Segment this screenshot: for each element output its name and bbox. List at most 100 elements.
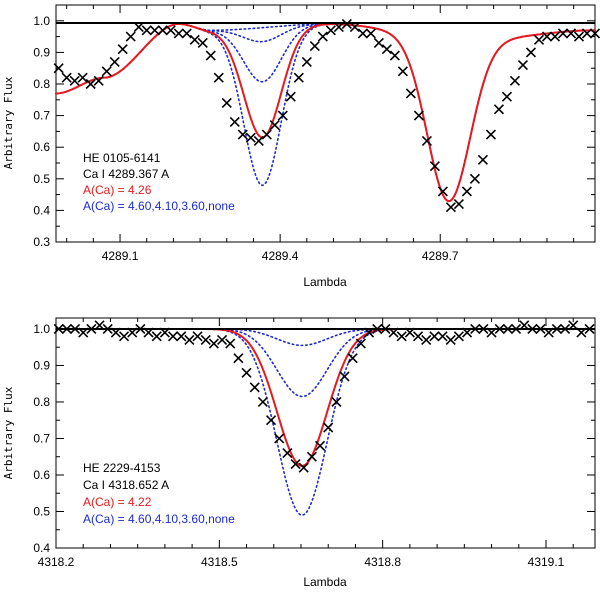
observed-point <box>118 331 130 342</box>
y-tick-label: 0.4 <box>33 541 50 555</box>
observed-point <box>149 25 160 36</box>
y-tick-label: 0.9 <box>33 358 50 372</box>
observed-point <box>469 173 480 184</box>
observed-point <box>429 161 440 172</box>
panel-1-chart: 0.30.40.50.60.70.80.91.0 4289.1 4289.4 428… <box>2 4 600 289</box>
observed-point <box>277 110 288 121</box>
observed-point <box>269 120 280 131</box>
observed-point <box>167 331 179 342</box>
observed-point <box>309 41 320 52</box>
y-tick-label: 0.7 <box>33 109 50 123</box>
observed-point <box>477 154 488 165</box>
observed-point <box>325 25 336 36</box>
legend-best-fit: A(Ca) = 4.22 <box>83 495 152 509</box>
best-fit-synthesis-line <box>56 327 595 467</box>
best-fit-synthesis-line <box>56 327 595 467</box>
observed-point <box>413 110 424 121</box>
y-tick-labels: 0.4 0.5 0.6 0.7 0.8 0.9 1.0 <box>33 322 50 555</box>
observed-point <box>396 331 407 342</box>
observed-point <box>453 331 464 342</box>
observed-point <box>581 28 593 39</box>
observed-point <box>205 50 216 61</box>
x-tick-label: 4289.4 <box>262 249 299 263</box>
observed-point <box>421 334 432 345</box>
observed-point <box>141 25 152 36</box>
observed-point <box>373 37 384 48</box>
observed-point <box>533 34 545 45</box>
x-tick-labels: 4289.1 4289.4 4289.7 <box>102 249 459 263</box>
observed-point <box>349 22 360 33</box>
x-tick-label: 4289.1 <box>102 249 139 263</box>
observed-point <box>429 331 440 342</box>
observed-point <box>525 47 537 58</box>
observed-point <box>509 75 521 86</box>
legend-star-name: HE 0105-6141 <box>83 151 161 165</box>
observed-point <box>573 31 585 42</box>
observed-point <box>184 334 195 345</box>
observed-point <box>397 66 408 77</box>
observed-point <box>189 34 200 45</box>
observed-data-points <box>53 320 595 473</box>
observed-point <box>355 338 366 349</box>
y-tick-label: 0.5 <box>33 172 50 186</box>
observed-point <box>109 56 120 67</box>
observed-point <box>101 66 112 77</box>
observed-point <box>245 132 256 143</box>
legend-line-id: Ca I 4289.367 A <box>83 167 169 181</box>
observed-point <box>241 367 252 378</box>
observed-point <box>125 31 136 42</box>
observed-point <box>233 353 244 364</box>
observed-point <box>192 331 203 342</box>
y-tick-label: 0.7 <box>33 431 50 445</box>
observed-point <box>437 186 448 197</box>
observed-point <box>589 28 600 39</box>
observed-point <box>213 72 224 83</box>
observed-point <box>306 451 317 462</box>
tick-marks <box>56 4 595 243</box>
observed-point <box>317 31 328 42</box>
observed-point <box>314 440 326 451</box>
observed-point <box>461 186 472 197</box>
observed-point <box>208 338 219 349</box>
observed-point <box>253 135 264 146</box>
observed-point <box>501 91 513 102</box>
observed-point <box>229 116 240 127</box>
observed-point <box>493 104 505 115</box>
observed-point <box>85 78 96 90</box>
y-tick-label: 0.9 <box>33 45 50 59</box>
x-tick-label: 4289.7 <box>422 249 459 263</box>
observed-point <box>237 129 248 140</box>
observed-point <box>421 135 432 146</box>
observed-point <box>197 37 208 48</box>
comparison-synthesis-line <box>55 328 596 398</box>
x-axis-label: Lambda <box>303 575 347 589</box>
legend-best-fit: A(Ca) = 4.26 <box>83 183 152 197</box>
observed-point <box>282 448 293 459</box>
observed-point <box>200 334 211 345</box>
observed-point <box>225 338 236 349</box>
y-tick-labels: 0.3 0.4 0.5 0.6 0.7 0.8 0.9 1.0 <box>33 14 50 249</box>
y-axis-label: Arbitrary Flux <box>2 76 15 169</box>
legend-comparison: A(Ca) = 4.60,4.10,3.60,none <box>83 512 235 526</box>
y-tick-label: 1.0 <box>33 322 50 336</box>
observed-point <box>565 28 577 39</box>
x-tick-label: 4318.5 <box>201 555 238 569</box>
observed-point <box>133 22 144 33</box>
observed-point <box>339 371 350 382</box>
observed-point <box>445 334 456 345</box>
observed-point <box>61 72 72 83</box>
observed-point <box>381 44 392 55</box>
legend-comparison: A(Ca) = 4.60,4.10,3.60,none <box>83 199 235 213</box>
observed-point <box>357 28 368 39</box>
legend: HE 0105-6141 Ca I 4289.367 A A(Ca) = 4.2… <box>83 151 235 213</box>
y-tick-label: 0.3 <box>33 235 50 249</box>
observed-point <box>298 462 309 473</box>
observed-point <box>453 199 464 210</box>
observed-point <box>557 28 569 39</box>
observed-point <box>77 72 88 83</box>
y-tick-label: 0.8 <box>33 77 50 91</box>
y-tick-label: 0.4 <box>33 203 50 217</box>
observed-point <box>69 75 80 86</box>
observed-point <box>347 353 358 364</box>
